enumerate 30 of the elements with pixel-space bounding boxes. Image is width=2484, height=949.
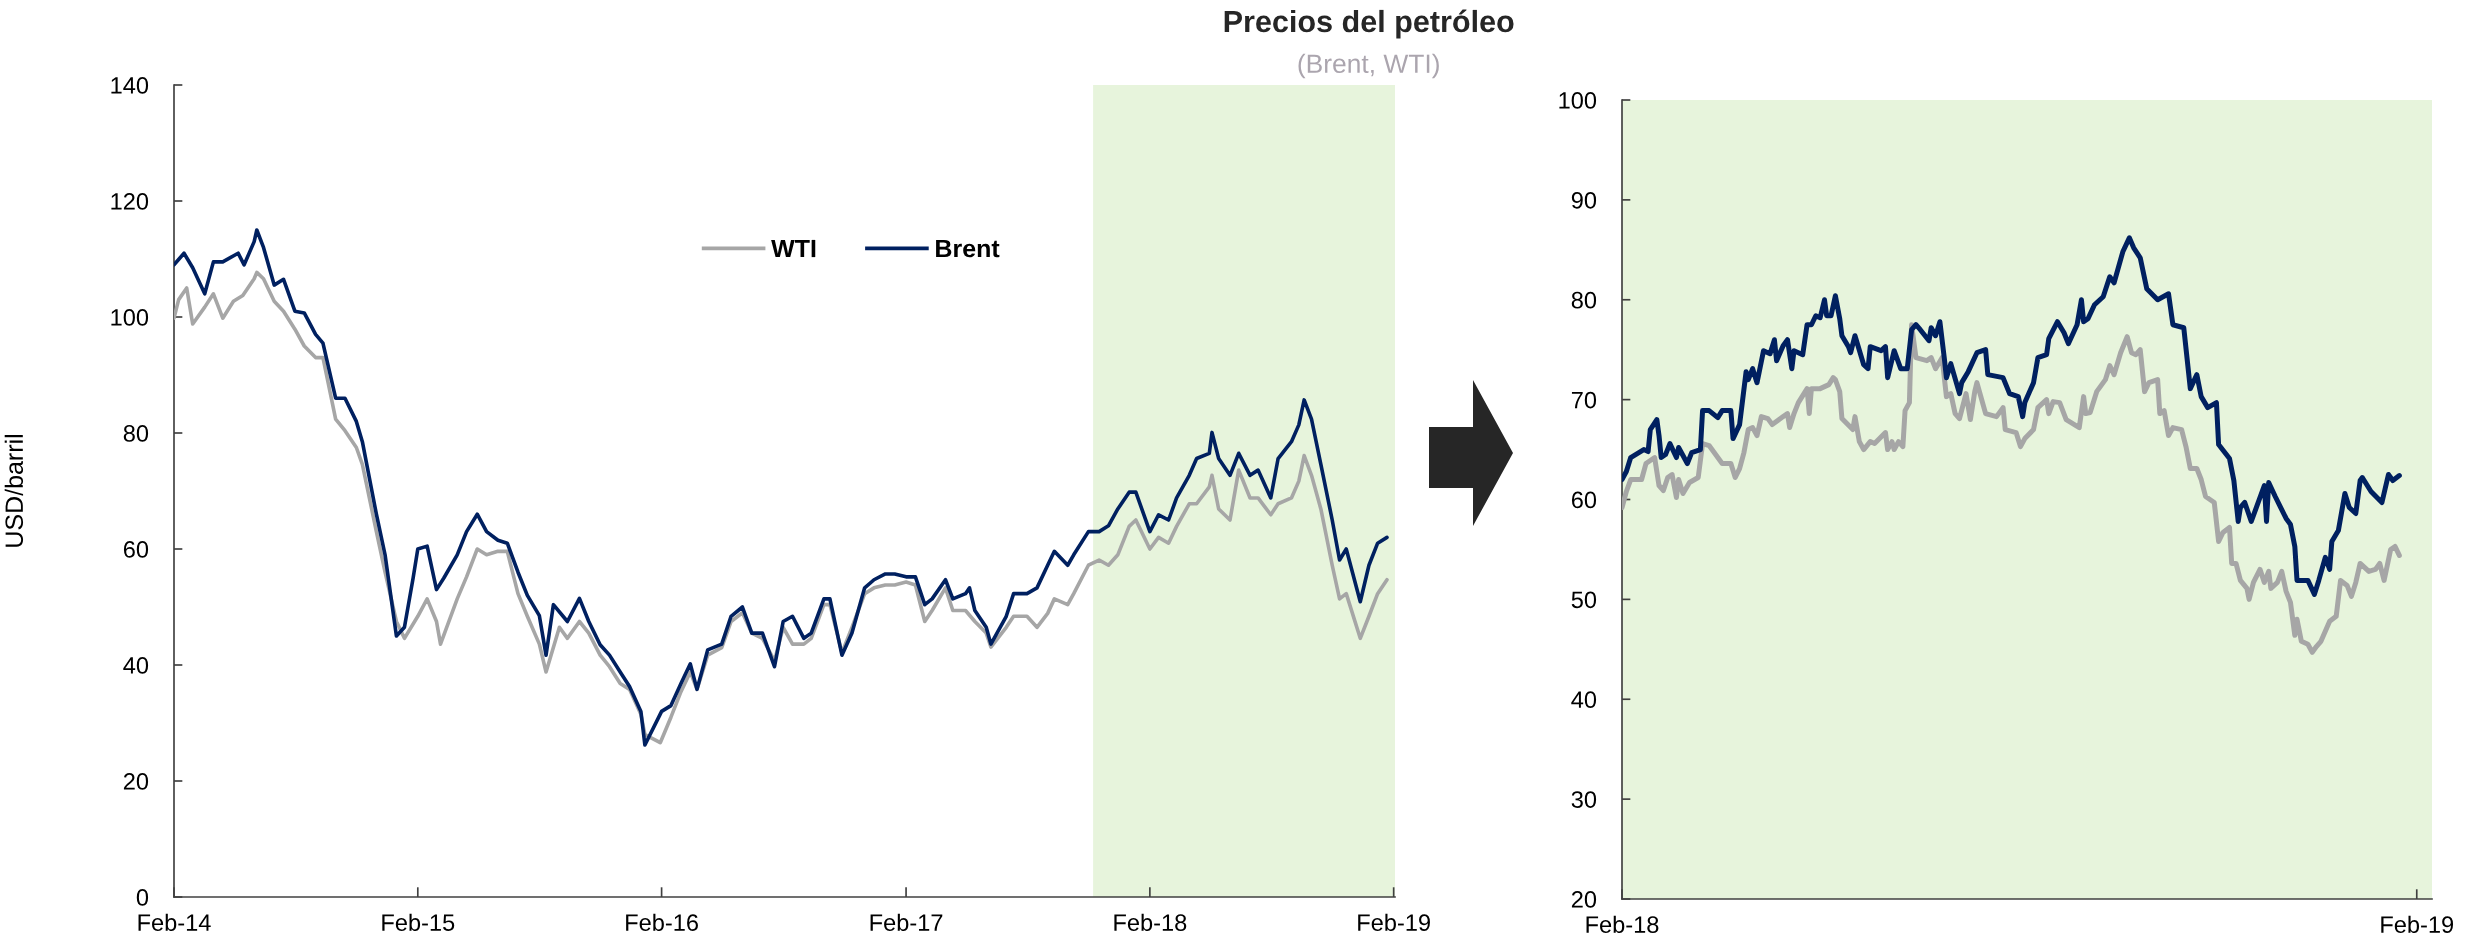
y-tick-label: 100 (111, 309, 149, 326)
y-tick-label: 40 (1571, 691, 1597, 709)
y-tick-label: 40 (123, 657, 149, 674)
legend-label: Brent (936, 239, 1000, 258)
y-axis-title: USD/barril (4, 435, 24, 547)
x-tick-label: Feb-19 (1358, 913, 1430, 932)
y-tick-label: 70 (1571, 391, 1597, 409)
y-tick-label: 80 (123, 425, 149, 442)
x-tick-label: Feb-14 (138, 913, 211, 932)
legend-label: WTI (771, 239, 816, 258)
x-tick-label: Feb-19 (2381, 915, 2454, 934)
x-tick-label: Feb-17 (870, 913, 943, 932)
x-tick-label: Feb-16 (626, 913, 698, 932)
y-tick-label: 50 (1571, 591, 1597, 609)
y-tick-label: 60 (1571, 491, 1597, 509)
y-tick-label: 0 (136, 889, 149, 906)
x-tick-label: Feb-15 (382, 913, 455, 932)
y-tick-label: 120 (111, 193, 149, 210)
y-tick-label: 60 (123, 541, 149, 558)
y-tick-label: 30 (1571, 791, 1597, 808)
y-tick-label: 140 (111, 77, 149, 94)
y-tick-label: 90 (1571, 191, 1597, 209)
x-tick-label: Feb-18 (1114, 913, 1187, 932)
y-tick-label: 80 (1571, 291, 1597, 309)
y-tick-label: 100 (1559, 92, 1597, 109)
chart-title: Precios del petróleo (1224, 9, 1514, 39)
x-tick-label: Feb-18 (1586, 915, 1659, 934)
y-tick-label: 20 (1571, 891, 1597, 908)
chart-subtitle: (Brent, WTI) (1298, 53, 1439, 79)
y-tick-label: 20 (123, 773, 149, 790)
